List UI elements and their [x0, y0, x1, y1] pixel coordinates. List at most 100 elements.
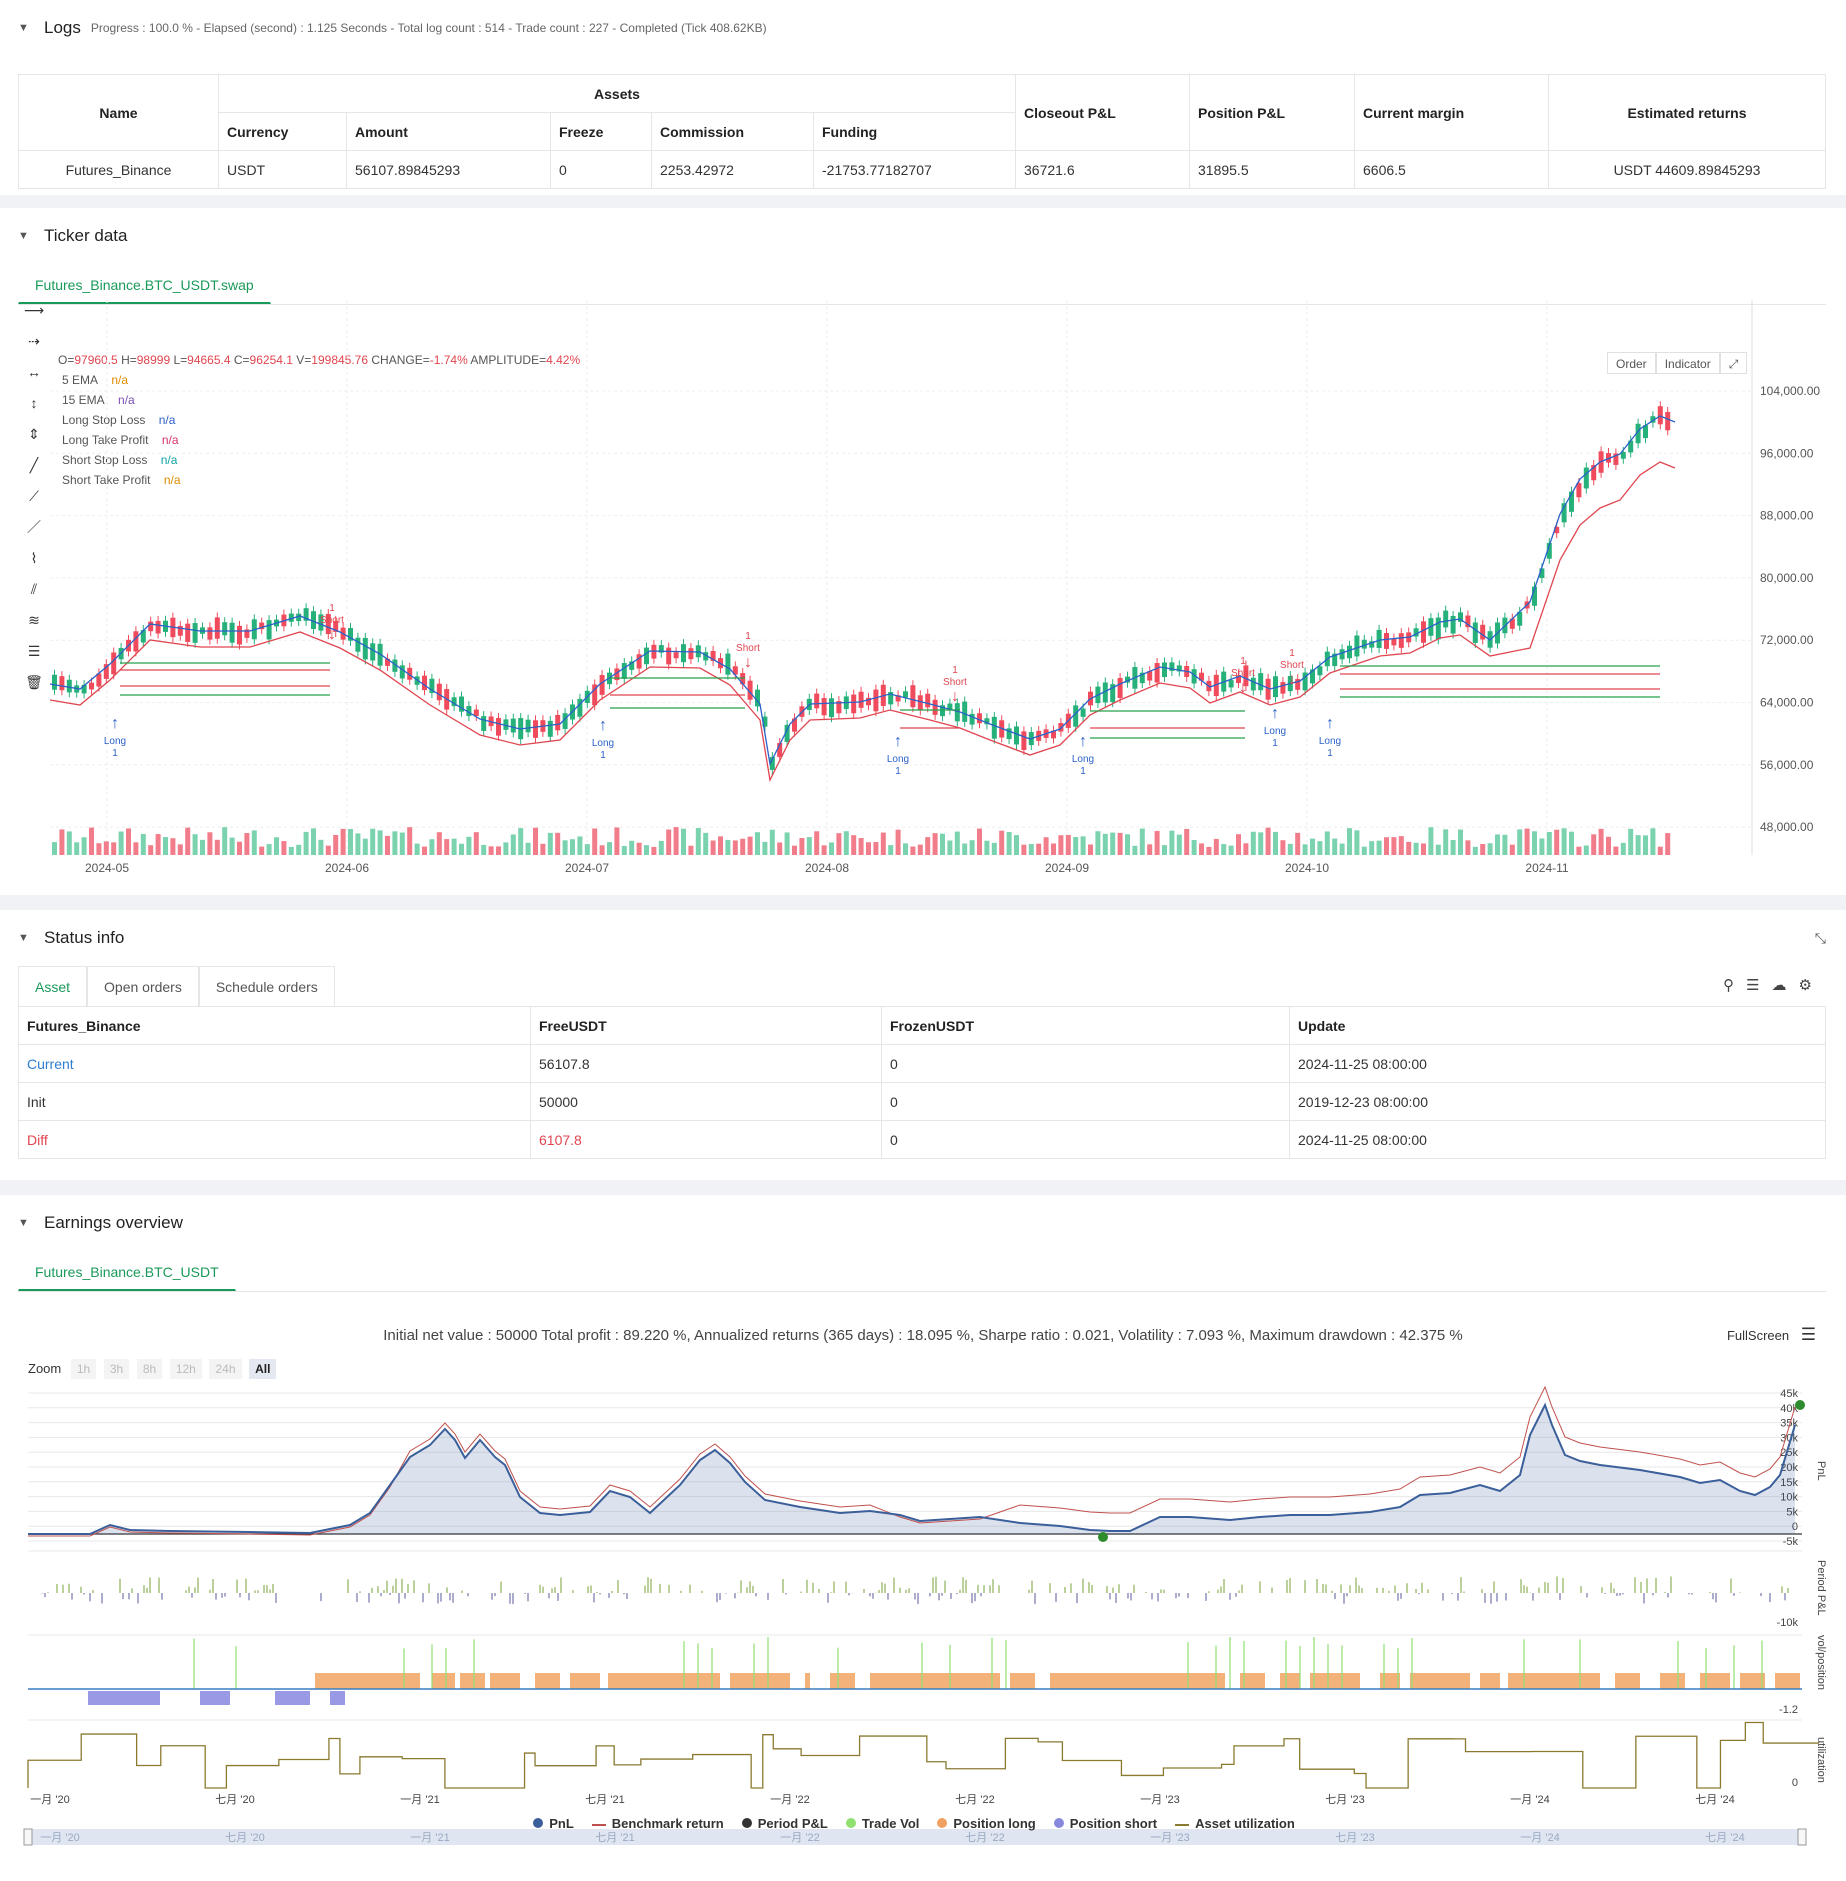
candle — [799, 706, 805, 717]
ray-icon[interactable]: ⟋ — [29, 487, 39, 504]
horizontal-line-icon[interactable]: ⟶ — [23, 301, 45, 318]
status-header[interactable]: ▼ Status info ⤡ — [0, 910, 1846, 966]
list-icon[interactable]: ☰ — [1746, 977, 1772, 994]
candle — [644, 647, 649, 665]
horizontal-segment-icon[interactable]: ↔ — [27, 364, 41, 380]
tab-open-orders[interactable]: Open orders — [87, 966, 199, 1006]
volume-bar — [1043, 837, 1049, 855]
candle — [1495, 622, 1500, 644]
fib-icon[interactable]: ≋ — [28, 611, 40, 628]
legend-item[interactable]: Period P&L — [741, 1816, 828, 1831]
ticker-header[interactable]: ▼ Ticker data — [0, 208, 1846, 264]
vertical-line-icon[interactable]: ↕ — [30, 395, 38, 411]
zoom-3h[interactable]: 3h — [103, 1359, 130, 1379]
long-arrow-icon: ↑ — [599, 717, 607, 734]
position-long-bar — [570, 1673, 600, 1689]
volume-bar — [259, 846, 265, 855]
candle — [1125, 676, 1130, 683]
volume-bar — [318, 839, 324, 855]
volume-bar — [377, 830, 383, 855]
zoom-24h[interactable]: 24h — [209, 1359, 242, 1379]
volume-bar — [866, 842, 871, 855]
logs-header[interactable]: ▼ Logs Progress : 100.0 % - Elapsed (sec… — [0, 0, 1846, 56]
pnl-tick-label: 35k — [1780, 1418, 1798, 1430]
navigator-tick-label: 七月 '21 — [595, 1831, 634, 1844]
volume-bar — [103, 841, 109, 855]
ohlc-amp-label: AMPLITUDE= — [467, 353, 547, 367]
chevron-down-icon[interactable]: ▼ — [18, 230, 29, 242]
tab-btc-usdt[interactable]: Futures_Binance.BTC_USDT — [18, 1251, 236, 1291]
row-current-label[interactable]: Current — [18, 1044, 531, 1083]
volume-bar — [607, 842, 612, 855]
zoom-1h[interactable]: 1h — [70, 1359, 97, 1379]
zoom-12h[interactable]: 12h — [169, 1359, 202, 1379]
signal-count: 1 — [1080, 766, 1086, 777]
candle — [1428, 618, 1434, 636]
volume-bar — [540, 843, 546, 855]
tab-schedule-orders[interactable]: Schedule orders — [198, 966, 335, 1006]
cloud-download-icon[interactable]: ☁ — [1771, 977, 1799, 994]
tab-btc-usdt-swap[interactable]: Futures_Binance.BTC_USDT.swap — [18, 264, 271, 304]
legend-marker-icon — [1053, 1818, 1064, 1828]
tab-asset[interactable]: Asset — [18, 966, 88, 1006]
legend-item[interactable]: 15 EMA n/a — [62, 390, 580, 410]
trash-icon[interactable]: 🗑 — [25, 673, 43, 690]
x-tick-label: 2024-07 — [565, 861, 609, 875]
earnings-header[interactable]: ▼ Earnings overview — [0, 1195, 1846, 1251]
vertical-segment-icon[interactable]: ⇕ — [28, 425, 40, 442]
fullscreen-control: FullScreen ☰ — [1727, 1325, 1816, 1345]
parallel-channel-icon[interactable]: ⫽ — [30, 580, 38, 597]
zoom-all[interactable]: All — [249, 1359, 277, 1379]
legend-item[interactable]: Benchmark return — [591, 1816, 724, 1831]
candle — [1206, 680, 1212, 692]
order-button[interactable]: Order — [1607, 352, 1656, 374]
candle — [1376, 629, 1382, 648]
legend-item[interactable]: Long Stop Loss n/a — [62, 410, 580, 430]
expand-icon[interactable]: ⤢ — [1719, 352, 1748, 374]
legend-item[interactable]: Asset utilization — [1175, 1816, 1295, 1831]
menu-icon[interactable]: ☰ — [1800, 1325, 1816, 1344]
fullscreen-button[interactable]: FullScreen — [1726, 1328, 1790, 1343]
legend-item[interactable]: Position long — [937, 1816, 1036, 1831]
zoom-8h[interactable]: 8h — [136, 1359, 163, 1379]
candle — [1458, 612, 1463, 622]
legend-item[interactable]: PnL — [533, 1816, 574, 1831]
trend-line-icon[interactable]: ╱ — [29, 456, 39, 473]
legend-label: Period P&L — [757, 1816, 828, 1831]
volume-bar — [1051, 843, 1056, 855]
volume-bar — [888, 845, 894, 855]
chevron-down-icon[interactable]: ▼ — [18, 1217, 29, 1229]
candle — [1287, 676, 1293, 692]
price-label-icon[interactable]: ⌇ — [30, 549, 38, 566]
measure-icon[interactable]: ☰ — [27, 642, 41, 659]
legend-item[interactable]: Position short — [1053, 1816, 1157, 1831]
volume-bar — [843, 831, 849, 855]
navigator-tick-label: 一月 '23 — [1150, 1832, 1189, 1844]
legend-item[interactable]: Trade Vol — [845, 1816, 919, 1831]
volume-bar — [414, 843, 420, 855]
volume-bar — [1221, 844, 1227, 855]
signal-count: 1 — [600, 750, 606, 761]
candle — [207, 627, 213, 640]
volume-bar — [385, 835, 390, 855]
signal-count: 1 — [1240, 656, 1246, 667]
logs-status: Progress : 100.0 % - Elapsed (second) : … — [90, 21, 767, 35]
gear-icon[interactable]: ⚙ — [1798, 977, 1824, 994]
candle — [444, 689, 450, 710]
volume-bar — [954, 831, 960, 855]
segment-icon[interactable]: ／ — [27, 519, 41, 535]
indicator-button[interactable]: Indicator — [1655, 352, 1720, 374]
candle — [1591, 465, 1597, 481]
search-icon[interactable]: ⚲ — [1723, 977, 1747, 994]
volume-bar — [525, 842, 531, 855]
collapse-icon[interactable]: ⤡ — [1814, 930, 1826, 946]
legend-item[interactable]: 5 EMA n/a — [62, 370, 580, 390]
horizontal-ray-icon[interactable]: ⇢ — [28, 332, 40, 349]
legend-item[interactable]: Short Take Profit n/a — [62, 470, 580, 490]
legend-item[interactable]: Long Take Profit n/a — [62, 430, 580, 450]
chevron-down-icon[interactable]: ▼ — [18, 22, 29, 34]
volume-bar — [629, 840, 635, 855]
legend-item[interactable]: Short Stop Loss n/a — [62, 450, 580, 470]
chevron-down-icon[interactable]: ▼ — [18, 932, 29, 944]
volume-bar — [1250, 831, 1256, 855]
